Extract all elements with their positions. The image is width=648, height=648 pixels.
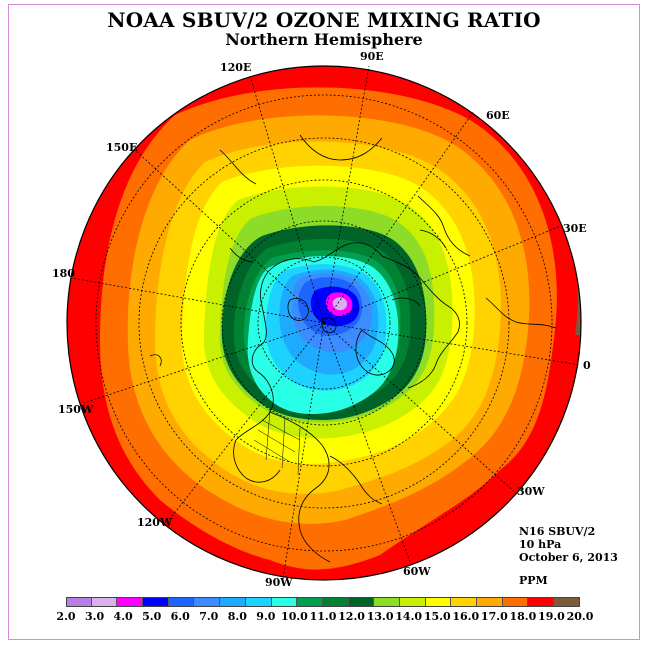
colorbar-tick-label: 7.0 bbox=[199, 610, 219, 623]
meridian-60e bbox=[323, 110, 475, 324]
colorbar-tick-label: 20.0 bbox=[566, 610, 594, 623]
colorbar-swatch bbox=[502, 597, 529, 607]
colorbar-swatch bbox=[66, 597, 92, 607]
colorbar-swatch bbox=[348, 597, 375, 607]
colorbar-tick-label: 18.0 bbox=[509, 610, 537, 623]
latitude-circle-50 bbox=[180, 179, 468, 467]
meridian-150e bbox=[134, 149, 325, 324]
map-boundary bbox=[66, 65, 582, 581]
meridian-30w bbox=[323, 322, 518, 495]
colorbar-swatch bbox=[168, 597, 195, 607]
colorbar-swatch bbox=[194, 597, 221, 607]
colorbar-swatch bbox=[143, 597, 169, 607]
colorbar-swatch bbox=[245, 597, 272, 607]
lon-label-150e: 150E bbox=[106, 141, 138, 154]
meridian-30e bbox=[323, 224, 564, 324]
colorbar-swatch bbox=[477, 597, 503, 607]
colorbar-swatch bbox=[322, 597, 349, 607]
lon-label-90e: 90E bbox=[360, 50, 384, 63]
plot-frame bbox=[8, 4, 640, 640]
colorbar-swatch bbox=[451, 597, 477, 607]
colorbar-swatch bbox=[297, 597, 323, 607]
lon-label-30w: 30W bbox=[517, 485, 545, 498]
lon-label-150w: 150W bbox=[58, 403, 94, 416]
colorbar-swatch bbox=[374, 597, 400, 607]
colorbar-swatch bbox=[117, 597, 144, 607]
colorbar-swatch bbox=[220, 597, 246, 607]
colorbar-tick-label: 3.0 bbox=[84, 610, 105, 623]
latitude-circle-70 bbox=[257, 256, 391, 390]
lon-label-90w: 90W bbox=[265, 576, 293, 589]
map-subtitle: Northern Hemisphere bbox=[225, 30, 423, 49]
meridian-180 bbox=[71, 277, 325, 324]
lon-label-120w: 120W bbox=[137, 516, 173, 529]
colorbar-swatch bbox=[528, 597, 555, 607]
colorbar-swatch bbox=[271, 597, 298, 607]
colorbar-tick-label: 9.0 bbox=[256, 610, 276, 623]
colorbar-tick-label: 11.0 bbox=[309, 610, 337, 623]
instrument-label: N16 SBUV/2 bbox=[519, 525, 596, 538]
meridian-90e bbox=[323, 65, 370, 324]
colorbar-swatch bbox=[399, 597, 426, 607]
pressure-level-label: 10 hPa bbox=[519, 538, 562, 551]
meridian-120w bbox=[164, 322, 325, 526]
colorbar-tick-label: 6.0 bbox=[170, 610, 190, 623]
contour-band-20-southwest bbox=[67, 520, 120, 580]
colorbar-tick-label: 19.0 bbox=[538, 610, 565, 623]
date-label: October 6, 2013 bbox=[519, 551, 618, 564]
colorbar-tick-label: 16.0 bbox=[452, 610, 480, 623]
lon-label-60e: 60E bbox=[486, 109, 510, 122]
map-title: NOAA SBUV/2 OZONE MIXING RATIO bbox=[107, 8, 541, 32]
colorbar-tick-label: 13.0 bbox=[366, 610, 394, 623]
colorbar-swatch bbox=[91, 597, 118, 607]
colorbar-tick-label: 15.0 bbox=[423, 610, 451, 623]
meridian-120e bbox=[249, 75, 325, 324]
units-label: PPM bbox=[519, 574, 548, 587]
meridian-90w bbox=[282, 322, 325, 579]
state-borders bbox=[253, 409, 301, 476]
lon-label-0: 0 bbox=[583, 359, 591, 372]
colorbar-tick-label: 10.0 bbox=[281, 610, 308, 623]
colorbar-tick-label: 5.0 bbox=[142, 610, 162, 623]
data-info: N16 SBUV/2 10 hPa October 6, 2013 bbox=[519, 525, 618, 564]
colorbar-tick-label: 17.0 bbox=[480, 610, 508, 623]
colorbar bbox=[66, 597, 580, 607]
colorbar-tick-label: 14.0 bbox=[395, 610, 423, 623]
meridian-0 bbox=[323, 322, 581, 366]
latitude-circle-30 bbox=[95, 94, 553, 552]
latitude-circle-40 bbox=[138, 137, 510, 509]
lon-label-180: 180 bbox=[52, 267, 75, 280]
colorbar-tick-label: 2.0 bbox=[56, 610, 76, 623]
colorbar-tick-label: 12.0 bbox=[338, 610, 365, 623]
colorbar-tick-label: 4.0 bbox=[113, 610, 133, 623]
colorbar-swatch bbox=[554, 597, 580, 607]
lon-label-30e: 30E bbox=[563, 222, 587, 235]
graticule bbox=[71, 65, 581, 579]
contour-band-min bbox=[332, 297, 347, 311]
colorbar-tick-label: 8.0 bbox=[227, 610, 247, 623]
lon-label-120e: 120E bbox=[220, 61, 252, 74]
lon-label-60w: 60W bbox=[403, 565, 431, 578]
latitude-circle-60 bbox=[221, 220, 427, 426]
colorbar-swatch bbox=[425, 597, 452, 607]
